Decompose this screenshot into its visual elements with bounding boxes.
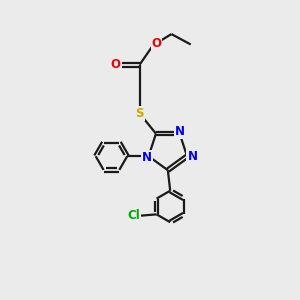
Text: N: N [175,125,185,138]
Text: N: N [188,150,197,163]
Text: N: N [142,151,152,164]
Text: O: O [152,38,161,50]
Text: Cl: Cl [127,209,140,222]
Text: O: O [111,58,121,71]
Text: S: S [135,107,144,120]
